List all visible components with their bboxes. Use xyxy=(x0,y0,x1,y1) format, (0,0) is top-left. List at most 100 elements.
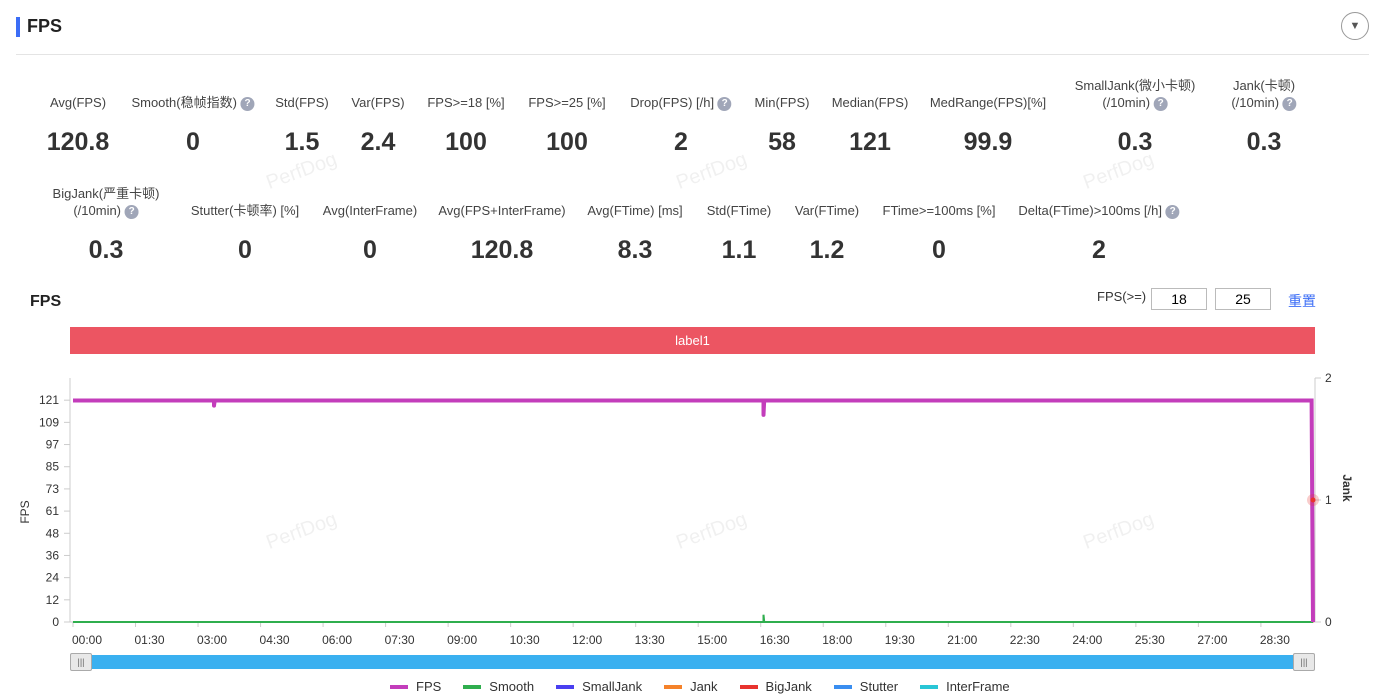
chevron-down-icon[interactable]: ▼ xyxy=(1341,12,1369,40)
metric: FTime>=100ms [%] 0 xyxy=(883,202,996,264)
metric: Var(FTime) 1.2 xyxy=(795,202,859,264)
chart-legend: FPS Smooth SmallJank Jank BigJank Stutter Inte… xyxy=(390,679,1010,694)
legend-item-smalljank[interactable]: SmallJank xyxy=(556,679,642,694)
y2-tick-label: 0 xyxy=(1325,615,1332,629)
metric: Smooth(稳帧指数) ? 0 xyxy=(131,94,255,156)
help-icon[interactable]: ? xyxy=(1165,204,1180,219)
metric-value: 2.4 xyxy=(360,128,396,156)
section-header: FPS ▼ xyxy=(16,12,1369,55)
metric: MedRange(FPS)[%] 99.9 xyxy=(929,94,1047,156)
y-tick-label: 0 xyxy=(52,615,59,629)
legend-item-bigjank[interactable]: BigJank xyxy=(739,679,812,694)
metric: Std(FTime) 1.1 xyxy=(707,202,772,264)
metric-value: 2 xyxy=(674,128,688,156)
y-tick-label: 97 xyxy=(46,438,60,452)
help-icon[interactable]: ? xyxy=(1282,96,1297,111)
metric-value: 120.8 xyxy=(470,236,534,264)
metric-value: 58 xyxy=(768,128,796,156)
x-tick-label: 04:30 xyxy=(260,633,290,647)
reset-button[interactable]: 重置 xyxy=(1288,293,1316,309)
x-tick-label: 19:30 xyxy=(885,633,915,647)
metric-label-2: (/10min) ? xyxy=(1231,94,1297,111)
legend-label: Stutter xyxy=(859,679,899,694)
help-icon[interactable]: ? xyxy=(1153,96,1168,111)
watermark: PerfDog xyxy=(1080,508,1157,554)
legend-item-stutter[interactable]: Stutter xyxy=(833,679,899,694)
label-band[interactable]: label1 xyxy=(70,327,1315,354)
y-tick-label: 121 xyxy=(39,393,59,407)
metric-label: Avg(InterFrame) xyxy=(322,203,418,218)
slider-handle-right[interactable]: ||| xyxy=(1293,653,1315,671)
legend-item-jank[interactable]: Jank xyxy=(664,679,718,694)
accent-bar xyxy=(16,17,20,37)
x-tick-label: 16:30 xyxy=(760,633,790,647)
x-tick-label: 12:00 xyxy=(572,633,602,647)
metric-value: 1.1 xyxy=(721,236,757,264)
y-tick-label: 12 xyxy=(46,593,60,607)
y2-axis-label: Jank xyxy=(1340,474,1354,502)
metric: Stutter(卡顿率) [%] 0 xyxy=(190,202,300,264)
y-tick-label: 24 xyxy=(46,571,60,585)
metric-value: 100 xyxy=(445,128,487,156)
legend-item-fps[interactable]: FPS xyxy=(390,679,441,694)
metric-label: Drop(FPS) [/h] ? xyxy=(630,94,732,111)
y-tick-label: 36 xyxy=(46,548,60,562)
series-smooth-line xyxy=(73,614,1313,623)
x-tick-label: 00:00 xyxy=(72,633,102,647)
x-tick-label: 09:00 xyxy=(447,633,477,647)
y-tick-label: 85 xyxy=(46,460,60,474)
help-icon[interactable]: ? xyxy=(240,96,255,111)
legend-swatch xyxy=(920,684,939,689)
metric-label: Smooth(稳帧指数) ? xyxy=(131,94,255,111)
metric-label: Stutter(卡顿率) [%] xyxy=(190,203,300,218)
metric: Jank(卡顿) (/10min) ? 0.3 xyxy=(1231,77,1297,156)
y-tick-label: 48 xyxy=(46,526,60,540)
metric-label: Median(FPS) xyxy=(831,95,909,110)
metric: Avg(InterFrame) 0 xyxy=(322,202,418,264)
series-bigjank-line xyxy=(73,499,1314,623)
x-tick-label: 24:00 xyxy=(1072,633,1102,647)
watermark: PerfDog xyxy=(673,508,750,554)
metric: SmallJank(微小卡顿) (/10min) ? 0.3 xyxy=(1075,77,1196,156)
metric-label: Avg(FPS+InterFrame) xyxy=(438,203,566,218)
legend-label: FPS xyxy=(416,679,442,694)
y2-tick-label: 2 xyxy=(1325,371,1332,385)
help-icon[interactable]: ? xyxy=(717,96,732,111)
metric-label: Var(FPS) xyxy=(351,95,405,110)
threshold-18-input[interactable] xyxy=(1151,288,1207,310)
legend-swatch xyxy=(664,684,683,689)
metric-label: FPS>=25 [%] xyxy=(528,95,606,110)
y2-tick-label: 1 xyxy=(1325,493,1332,507)
metric-value: 0 xyxy=(932,236,946,264)
x-tick-label: 28:30 xyxy=(1260,633,1290,647)
legend-label: InterFrame xyxy=(946,679,1010,694)
metric-label: Std(FPS) xyxy=(275,95,329,110)
metric-value: 1.5 xyxy=(284,128,320,156)
metric-value: 0.3 xyxy=(1246,128,1282,156)
legend-swatch xyxy=(739,684,758,689)
help-icon[interactable]: ? xyxy=(124,204,139,219)
x-tick-label: 27:00 xyxy=(1197,633,1227,647)
metric-value: 99.9 xyxy=(963,128,1013,156)
metric-label: MedRange(FPS)[%] xyxy=(929,95,1047,110)
range-slider[interactable]: ||| ||| xyxy=(70,653,1315,671)
legend-item-interframe[interactable]: InterFrame xyxy=(920,679,1010,694)
metric-label: FPS>=18 [%] xyxy=(427,95,505,110)
metric-value: 0 xyxy=(186,128,200,156)
y-tick-label: 73 xyxy=(46,482,60,496)
metric: Delta(FTime)>100ms [/h] ? 2 xyxy=(1018,202,1180,264)
series-fps-line xyxy=(73,398,1315,623)
threshold-25-input[interactable] xyxy=(1215,288,1271,310)
x-tick-label: 07:30 xyxy=(385,633,415,647)
fps-dip-point xyxy=(212,403,217,408)
metric: Min(FPS) 58 xyxy=(755,94,810,156)
x-tick-label: 03:00 xyxy=(197,633,227,647)
slider-handle-left[interactable]: ||| xyxy=(70,653,92,671)
metric-value: 120.8 xyxy=(46,128,110,156)
fps-dip-point xyxy=(761,412,766,417)
legend-label: SmallJank xyxy=(582,679,643,694)
metric-value: 0.3 xyxy=(88,236,124,264)
legend-item-smooth[interactable]: Smooth xyxy=(463,679,534,694)
y-tick-label: 61 xyxy=(46,504,60,518)
metric: Std(FPS) 1.5 xyxy=(275,94,329,156)
